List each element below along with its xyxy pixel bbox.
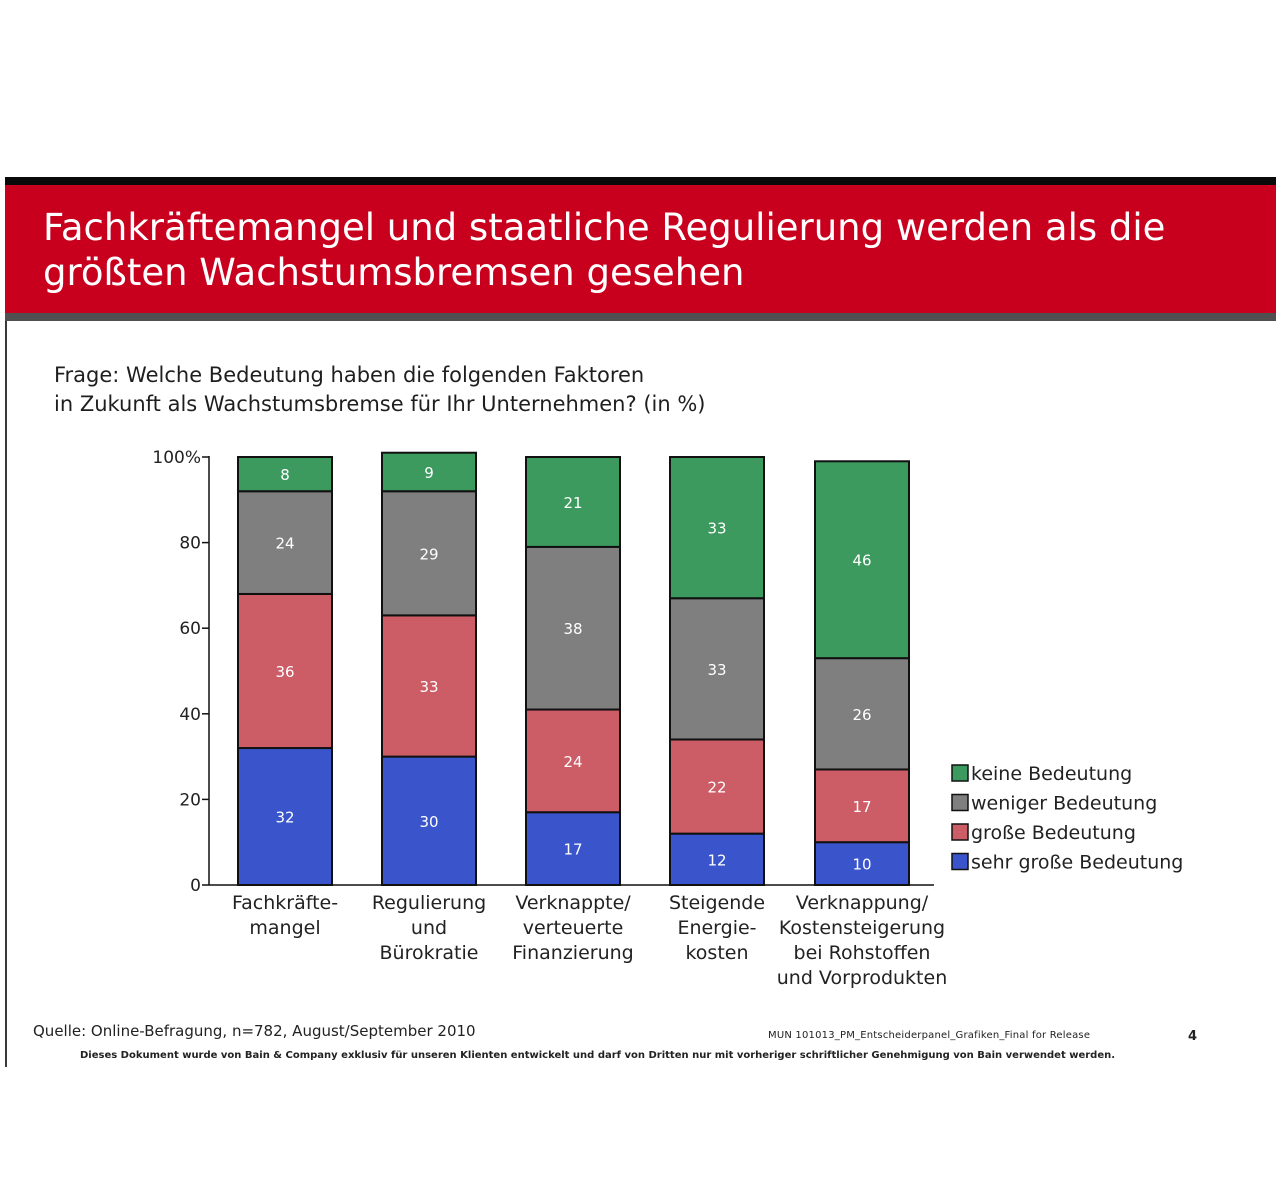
bar-segment <box>525 811 621 886</box>
document-reference: MUN 101013_PM_Entscheiderpanel_Grafiken_… <box>768 1030 1091 1041</box>
y-tick-label: 80 <box>179 534 201 554</box>
bar-value-label: 26 <box>852 706 871 724</box>
bar-value-label: 17 <box>563 841 582 859</box>
bar-value-label: 21 <box>563 494 582 512</box>
x-category-label: Fachkräfte- <box>232 892 338 914</box>
question-line-1: Frage: Welche Bedeutung haben die folgen… <box>54 363 645 387</box>
bar-value-label: 22 <box>707 779 726 797</box>
bar-segment <box>669 456 765 600</box>
bar-value-label: 9 <box>424 464 434 482</box>
bar-segment <box>525 456 621 548</box>
legend-label: keine Bedeutung <box>971 763 1132 785</box>
slide-left-border <box>5 321 7 1067</box>
legend-label: sehr große Bedeutung <box>971 852 1183 874</box>
bar-segment <box>814 460 910 660</box>
bar-segment <box>237 592 333 750</box>
bar-value-label: 38 <box>563 620 582 638</box>
bar-value-label: 46 <box>852 552 871 570</box>
y-tick-label: 60 <box>179 619 201 639</box>
header-top-rule <box>5 177 1276 185</box>
page-number: 4 <box>1188 1029 1198 1044</box>
bar-segment <box>381 451 477 493</box>
bar-value-label: 24 <box>275 535 294 553</box>
x-category-label: Verknappung/ <box>796 892 929 914</box>
y-tick-label: 100% <box>152 448 201 468</box>
bar-value-label: 12 <box>707 851 726 869</box>
x-category-label: Regulierung <box>372 892 486 914</box>
x-category-label: Energie- <box>677 917 756 939</box>
y-tick-label: 20 <box>179 790 201 810</box>
bar-value-label: 33 <box>707 661 726 679</box>
bar-value-label: 8 <box>280 466 290 484</box>
bar-value-label: 24 <box>563 753 582 771</box>
x-category-label: Verknappte/ <box>515 892 631 914</box>
x-category-label: bei Rohstoffen <box>794 942 931 964</box>
bar-value-label: 36 <box>275 663 294 681</box>
bar-segment <box>381 614 477 758</box>
bar-value-label: 29 <box>419 545 438 563</box>
x-category-label: Bürokratie <box>380 942 479 964</box>
x-category-label: Steigende <box>669 892 765 914</box>
header-bottom-rule <box>5 313 1276 321</box>
bar-value-label: 33 <box>707 520 726 538</box>
survey-question: Frage: Welche Bedeutung haben die folgen… <box>54 361 705 419</box>
x-category-label: und Vorprodukten <box>777 967 948 989</box>
slide-title-line-2: größten Wachstumsbremsen gesehen <box>43 251 745 294</box>
legend-label: große Bedeutung <box>971 822 1136 844</box>
bar-value-label: 33 <box>419 678 438 696</box>
bar-value-label: 10 <box>852 856 871 874</box>
bar-segment <box>814 841 910 887</box>
slide-title-line-1: Fachkräftemangel und staatliche Regulier… <box>43 206 1166 249</box>
x-category-label: kosten <box>685 942 748 964</box>
legend-swatch <box>951 764 969 782</box>
bar-value-label: 30 <box>419 813 438 831</box>
x-category-label: mangel <box>249 917 320 939</box>
y-tick-label: 40 <box>179 705 201 725</box>
question-line-2: in Zukunft als Wachstumsbremse für Ihr U… <box>54 392 706 416</box>
x-category-label: und <box>411 917 447 939</box>
bar-value-label: 17 <box>852 798 871 816</box>
confidentiality-disclaimer: Dieses Dokument wurde von Bain & Company… <box>80 1050 1116 1061</box>
bar-segment <box>237 747 333 886</box>
bar-value-label: 32 <box>275 809 294 827</box>
bar-segment <box>669 832 765 887</box>
legend-label: weniger Bedeutung <box>971 793 1157 815</box>
legend-swatch <box>951 823 969 841</box>
legend-swatch <box>951 852 969 871</box>
bar-segment <box>814 657 910 771</box>
y-tick-label: 0 <box>190 876 201 896</box>
x-category-label: verteuerte <box>523 917 624 939</box>
bar-segment <box>237 456 333 493</box>
legend-swatch <box>951 793 969 812</box>
bar-segment <box>381 490 477 617</box>
bar-segment <box>525 708 621 814</box>
x-category-label: Kostensteigerung <box>779 917 945 939</box>
slide-header: Fachkräftemangel und staatliche Regulier… <box>5 185 1276 313</box>
source-note: Quelle: Online-Befragung, n=782, August/… <box>33 1022 476 1040</box>
bar-segment <box>669 597 765 741</box>
x-category-label: Finanzierung <box>512 942 633 964</box>
